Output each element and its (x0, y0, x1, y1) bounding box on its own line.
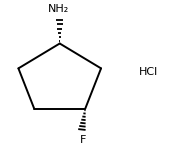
Text: NH₂: NH₂ (48, 4, 70, 14)
Text: F: F (80, 135, 87, 145)
Text: HCl: HCl (139, 67, 158, 77)
